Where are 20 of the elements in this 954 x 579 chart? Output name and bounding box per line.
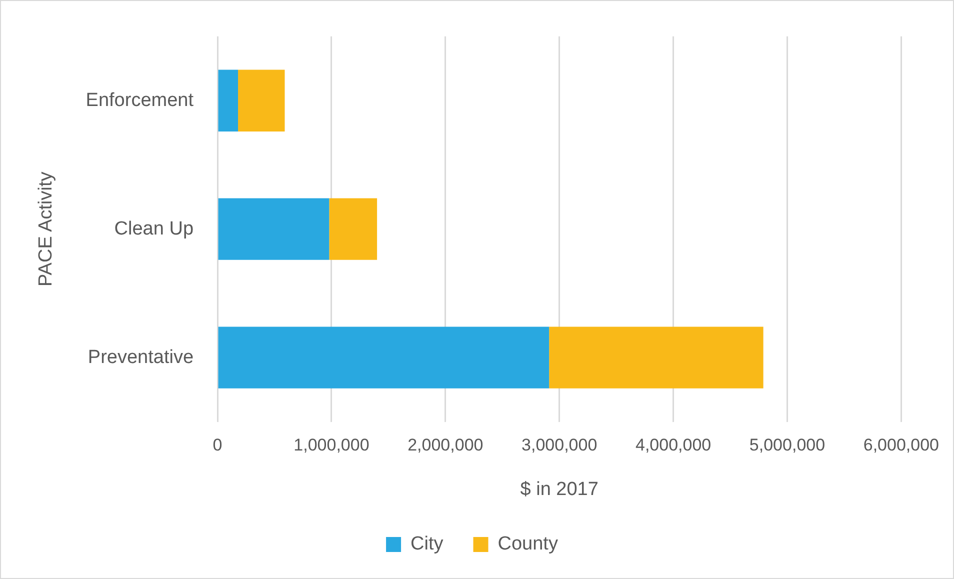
legend-label: County [498,534,558,555]
bar [218,198,330,260]
x-tick-label: 2,000,000 [408,436,484,455]
bar [329,198,378,260]
x-tick-label: 4,000,000 [635,436,712,455]
x-tick-label: 0 [212,436,222,455]
y-tick-label: Preventative [88,346,194,368]
legend-label: City [410,534,444,555]
x-tick-label: 6,000,000 [863,436,940,455]
x-tick-label: 5,000,000 [749,436,826,455]
bar [218,70,238,132]
bar [549,326,764,388]
x-tick-label: 3,000,000 [522,436,598,455]
bar [218,326,550,388]
y-tick-label: Clean Up [114,218,194,240]
x-tick-label: 1,000,000 [294,436,370,455]
y-tick-label: Enforcement [86,90,194,111]
bar [238,70,285,132]
x-axis-title: $ in 2017 [520,478,598,500]
y-axis-title: PACE Activity [36,171,57,286]
